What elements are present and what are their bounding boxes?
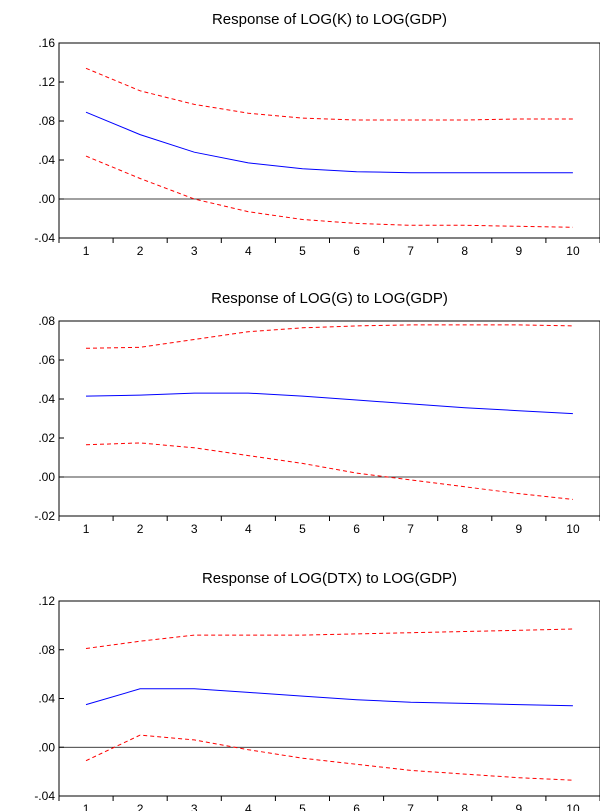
upper-band-line <box>85 628 573 649</box>
x-tick-label: 6 <box>353 802 360 811</box>
response-line <box>85 111 573 174</box>
y-tick-label: -.04 <box>34 231 55 245</box>
y-tick-label: .04 <box>38 692 55 706</box>
chart-panel-3: Response of LOG(DTX) to LOG(GDP) -.04 .00.… <box>34 570 600 811</box>
x-tick-label: 6 <box>353 244 360 258</box>
x-tick-label: 4 <box>245 522 252 536</box>
x-tick-label: 7 <box>407 802 414 811</box>
x-tick-label: 3 <box>191 244 198 258</box>
x-tick-label: 1 <box>83 522 90 536</box>
x-tick-label: 3 <box>191 522 198 536</box>
y-tick-label: .04 <box>38 392 55 406</box>
y-tick-label: .06 <box>38 353 55 367</box>
y-tick-label: -.04 <box>34 789 55 803</box>
response-line <box>85 688 573 707</box>
x-tick-label: 3 <box>191 802 198 811</box>
lower-band-line <box>85 155 573 228</box>
x-tick-label: 9 <box>516 802 523 811</box>
chart-title: Response of LOG(DTX) to LOG(GDP) <box>202 570 457 587</box>
y-tick-label: .08 <box>38 643 55 657</box>
x-tick-label: 4 <box>245 244 252 258</box>
upper-band-line <box>85 67 573 121</box>
y-tick-label: .00 <box>38 192 55 206</box>
plot-frame <box>58 320 600 517</box>
y-tick-label: .08 <box>38 114 55 128</box>
x-tick-label: 2 <box>137 522 144 536</box>
x-tick-label: 5 <box>299 244 306 258</box>
x-tick-label: 5 <box>299 802 306 811</box>
y-tick-label: .00 <box>38 470 55 484</box>
x-tick-label: 1 <box>83 802 90 811</box>
y-tick-label: .12 <box>38 594 55 608</box>
y-tick-label: .12 <box>38 75 55 89</box>
y-tick-label: .16 <box>38 36 55 50</box>
x-tick-label: 6 <box>353 522 360 536</box>
x-tick-label: 5 <box>299 522 306 536</box>
y-tick-label: .04 <box>38 153 55 167</box>
y-tick-label: .08 <box>38 314 55 328</box>
y-tick-label: -.02 <box>34 509 55 523</box>
x-tick-label: 7 <box>407 522 414 536</box>
chart-panel-2: Response of LOG(G) to LOG(GDP) -.02 .00 .02… <box>34 290 600 536</box>
x-tick-label: 2 <box>137 802 144 811</box>
x-tick-label: 8 <box>461 802 468 811</box>
chart-panel-1: Response of LOG(K) to LOG(GDP) -.04 .00 .04… <box>34 11 600 258</box>
x-tick-label: 7 <box>407 244 414 258</box>
upper-band-line <box>85 324 573 349</box>
plot-frame <box>58 42 600 239</box>
x-tick-label: 8 <box>461 522 468 536</box>
x-tick-label: 1 <box>83 244 90 258</box>
plot-frame <box>58 600 600 797</box>
lower-band-line <box>85 734 573 781</box>
x-tick-label: 2 <box>137 244 144 258</box>
chart-title: Response of LOG(G) to LOG(GDP) <box>211 290 448 307</box>
chart-title: Response of LOG(K) to LOG(GDP) <box>212 11 447 28</box>
y-tick-label: .02 <box>38 431 55 445</box>
y-tick-label: .00 <box>38 740 55 754</box>
response-line <box>85 392 573 415</box>
x-tick-label: 10 <box>566 802 580 811</box>
lower-band-line <box>85 442 573 500</box>
x-tick-label: 4 <box>245 802 252 811</box>
x-tick-label: 9 <box>516 244 523 258</box>
x-tick-label: 9 <box>516 522 523 536</box>
x-tick-label: 10 <box>566 522 580 536</box>
x-tick-label: 8 <box>461 244 468 258</box>
x-tick-label: 10 <box>566 244 580 258</box>
